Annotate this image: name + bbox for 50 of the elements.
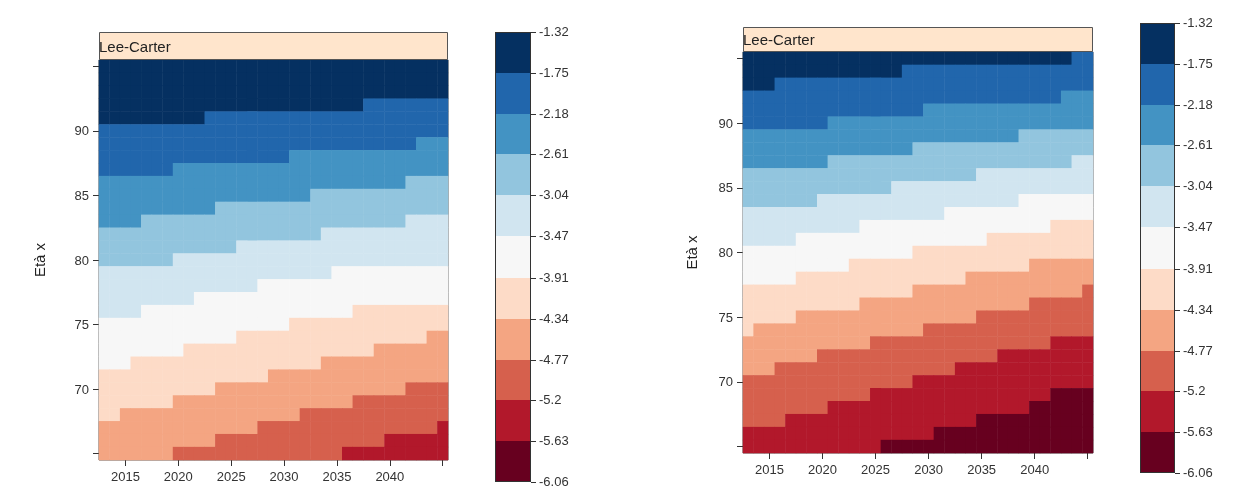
x-tick-label: 2020: [808, 462, 838, 477]
y-axis-title: Età x: [683, 234, 700, 270]
color-bar-label: -3.04: [1183, 178, 1213, 194]
y-tick-label: 90: [718, 115, 733, 131]
x-tick-label: 2015: [110, 469, 140, 484]
x-tick-label: 2020: [163, 469, 193, 484]
color-bar-label: -2.18: [1183, 96, 1213, 112]
color-bar-label: -5.63: [1183, 424, 1213, 440]
color-bar-label: -4.77: [539, 351, 569, 367]
x-tick-label: 2040: [1020, 462, 1050, 477]
color-bar-label: -1.32: [1183, 15, 1213, 30]
color-bar-label: -3.91: [539, 269, 569, 285]
color-bar-label: -5.2: [539, 392, 562, 408]
y-tick-label: 85: [74, 187, 89, 203]
color-bar-label: -5.2: [1183, 383, 1206, 399]
color-bar-label: -4.77: [1183, 342, 1213, 358]
color-bar-label: -2.61: [1183, 137, 1213, 153]
x-tick-label: 2030: [914, 462, 944, 477]
y-tick-label: 70: [74, 381, 89, 397]
x-tick-label: 2025: [861, 462, 891, 477]
y-tick-label: 70: [718, 374, 733, 390]
color-bar-label: -3.47: [539, 228, 569, 244]
color-bar-label: -2.61: [539, 146, 569, 162]
color-bar-label: -4.34: [1183, 301, 1213, 317]
color-bar-label: -3.91: [1183, 260, 1213, 276]
y-tick-label: 80: [74, 252, 89, 268]
color-bar-label: -6.06: [539, 474, 569, 489]
color-bar-label: -1.75: [1183, 55, 1213, 71]
color-bar-label: -3.47: [1183, 219, 1213, 235]
color-bar-label: -1.32: [539, 24, 569, 39]
color-bar-label: -6.06: [1183, 465, 1213, 480]
y-tick-label: 75: [74, 317, 89, 333]
color-bar-label: -4.34: [539, 310, 569, 326]
y-tick-label: 75: [718, 309, 733, 325]
chart-title: Lee-Carter: [743, 31, 815, 48]
color-bar-label: -1.75: [539, 64, 569, 80]
chart-title: Lee-Carter: [99, 37, 171, 55]
x-tick-label: 2025: [216, 469, 246, 484]
color-bar-label: -3.04: [539, 187, 569, 203]
x-tick-label: 2015: [755, 462, 784, 477]
y-tick-label: 80: [718, 245, 733, 260]
color-bar-label: -5.63: [539, 433, 569, 449]
y-tick-label: 90: [74, 123, 89, 139]
y-axis-title: Età x: [31, 242, 48, 278]
color-bar-label: -2.18: [539, 105, 569, 121]
x-tick-label: 2035: [967, 462, 997, 477]
x-tick-label: 2030: [269, 469, 299, 484]
x-tick-label: 2040: [375, 469, 405, 484]
x-tick-label: 2035: [322, 469, 352, 484]
y-tick-label: 85: [718, 180, 733, 196]
